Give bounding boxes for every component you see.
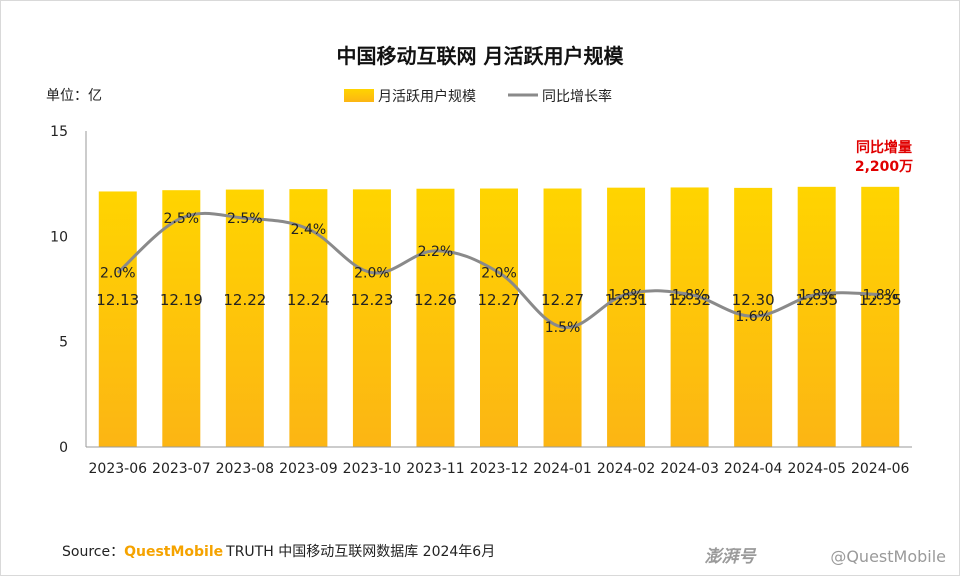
x-tick-label: 2024-02	[597, 461, 656, 477]
bar	[289, 189, 328, 448]
watermark-handle: @QuestMobile	[830, 547, 946, 566]
y-axis: 0 5 10 15	[50, 124, 87, 456]
x-tick-label: 2023-06	[89, 461, 148, 477]
x-tick-label: 2023-12	[470, 461, 529, 477]
x-tick-label: 2023-08	[216, 461, 275, 477]
bar	[225, 189, 264, 447]
rate-label: 2.5%	[164, 211, 200, 227]
bar-value-label: 12.26	[414, 291, 457, 309]
bar-value-label: 12.23	[350, 291, 393, 309]
x-tick-label: 2023-09	[279, 461, 338, 477]
x-tick-label: 2024-06	[851, 461, 910, 477]
x-tick-label: 2024-01	[533, 461, 592, 477]
rate-label: 1.8%	[672, 287, 708, 303]
bar-value-label: 12.32	[668, 291, 711, 309]
x-tick-label: 2023-07	[152, 461, 211, 477]
rate-label: 2.0%	[481, 266, 517, 282]
bar-value-label: 12.30	[732, 291, 775, 309]
bar	[98, 191, 137, 447]
rate-label: 1.8%	[608, 287, 644, 303]
rate-label: 1.5%	[545, 320, 581, 336]
bars	[98, 186, 900, 448]
bar-value-label: 12.35	[795, 291, 838, 309]
x-tick-label: 2024-04	[724, 461, 783, 477]
annotation-line1: 同比增量	[856, 139, 912, 156]
y-tick-label: 15	[50, 124, 68, 140]
bar-value-label: 12.22	[223, 291, 266, 309]
source-brand: QuestMobile	[124, 544, 223, 560]
bar	[543, 188, 582, 447]
legend-bar-label: 月活跃用户规模	[378, 88, 476, 105]
rate-label: 2.2%	[418, 244, 454, 260]
bar	[416, 188, 455, 448]
rate-label: 1.8%	[862, 287, 898, 303]
bar-value-label: 12.31	[605, 291, 648, 309]
x-tick-label: 2024-03	[660, 461, 719, 477]
bar	[480, 188, 518, 447]
bar-value-label: 12.19	[160, 291, 203, 309]
bar	[162, 190, 201, 447]
annotation-line2: 2,200万	[855, 159, 913, 175]
legend-bar-swatch	[344, 89, 374, 102]
growth-rate-labels: 2.0% 2.5% 2.5% 2.4% 2.0% 2.2% 2.0% 1.5% 1.8% 1.8%…	[100, 211, 898, 336]
source-line: Source：QuestMobile TRUTH 中国移动互联网数据库 2024年…	[62, 544, 495, 560]
y-tick-label: 5	[59, 335, 68, 351]
rate-label: 2.0%	[100, 266, 136, 282]
rate-label: 2.5%	[227, 211, 263, 227]
growth-rate-line	[116, 211, 881, 329]
bar-value-label: 12.13	[96, 291, 139, 309]
watermark-site: 澎湃号	[705, 547, 758, 567]
source-prefix: Source：	[62, 544, 124, 560]
legend: 月活跃用户规模 同比增长率	[344, 88, 612, 105]
rate-label: 1.6%	[735, 309, 771, 325]
bar-value-label: 12.27	[541, 291, 584, 309]
x-tick-label: 2023-10	[343, 461, 402, 477]
rate-label: 1.8%	[799, 287, 835, 303]
chart-title: 中国移动互联网 月活跃用户规模	[337, 44, 625, 68]
bar-value-label: 12.24	[287, 291, 330, 309]
bar	[797, 186, 836, 447]
rate-label: 2.4%	[291, 222, 327, 238]
bar-value-label: 12.27	[478, 291, 521, 309]
x-tick-label: 2024-05	[787, 461, 846, 477]
x-axis-tick-labels: 2023-06 2023-07 2023-08 2023-09 2023-10 2023-…	[86, 446, 912, 477]
bar	[607, 187, 646, 448]
source-rest: TRUTH 中国移动互联网数据库 2024年6月	[225, 544, 495, 560]
unit-label: 单位：亿	[46, 88, 102, 104]
rate-label: 2.0%	[354, 266, 390, 282]
bar	[352, 189, 391, 447]
bar	[861, 186, 900, 447]
y-tick-label: 0	[59, 440, 68, 456]
legend-line-label: 同比增长率	[542, 88, 612, 105]
bar-value-labels: 12.13 12.19 12.22 12.24 12.23 12.26 12.27 12.27…	[96, 291, 901, 309]
y-tick-label: 10	[50, 229, 68, 245]
x-tick-label: 2023-11	[406, 461, 465, 477]
bar	[670, 187, 709, 447]
